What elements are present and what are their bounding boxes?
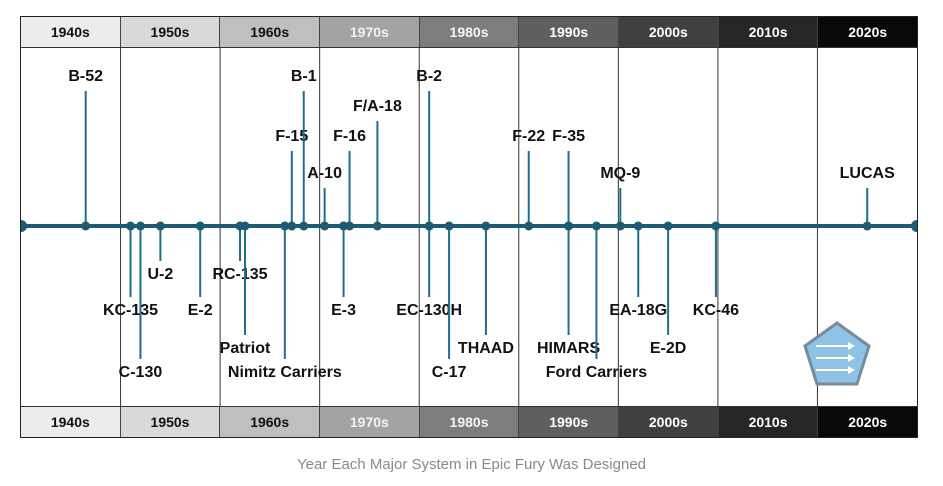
system-marker [299, 221, 309, 231]
system-marker [280, 221, 290, 231]
system-marker [135, 221, 145, 231]
system-label: Nimitz Carriers [228, 364, 342, 381]
decade-cell-top: 1970s [319, 17, 419, 47]
decade-cell-top: 1960s [219, 17, 320, 47]
system-label: RC-135 [212, 266, 267, 283]
system-marker [591, 221, 601, 231]
decade-band-bottom: 1940s 1950s 1960s 1970s 1980s 1990s 2000s 2010s… [21, 406, 918, 437]
decade-cell-bottom: 2010s [717, 407, 818, 437]
system-marker [320, 221, 330, 231]
axis-end-cap [21, 220, 27, 232]
axis-end-cap [911, 220, 917, 232]
system-label: KC-135 [103, 302, 158, 319]
system-label: E-2D [650, 340, 686, 357]
system-label: F-35 [552, 128, 585, 145]
decade-cell-bottom: 2000s [618, 407, 718, 437]
timeline-diagram: B-52 KC-135 C-130 U-2 E-2 RC-135 Patriot Nimitz… [21, 47, 917, 407]
decade-cell-bottom: 1950s [119, 407, 220, 437]
system-label: LUCAS [840, 165, 895, 182]
decade-cell-bottom: 1990s [518, 407, 619, 437]
system-marker [524, 221, 534, 231]
system-marker [81, 221, 91, 231]
decade-cell-bottom: 1960s [219, 407, 320, 437]
system-label: B-2 [416, 68, 442, 85]
system-label: C-130 [119, 364, 163, 381]
system-marker [663, 221, 673, 231]
system-label: B-52 [68, 68, 103, 85]
system-marker [481, 221, 491, 231]
decade-cell-bottom: 1970s [319, 407, 419, 437]
system-label: F/A-18 [353, 98, 402, 115]
system-label: C-17 [432, 364, 467, 381]
system-label: B-1 [291, 68, 317, 85]
decade-cell-top: 1950s [119, 17, 220, 47]
system-marker [372, 221, 382, 231]
system-label: A-10 [307, 165, 342, 182]
system-marker [126, 221, 136, 231]
system-label: THAAD [458, 340, 514, 357]
decade-cell-bottom: 1940s [21, 407, 120, 437]
system-marker [711, 221, 721, 231]
decade-cell-top: 2000s [618, 17, 718, 47]
system-label: Patriot [220, 340, 271, 357]
decade-cell-bottom: 1980s [418, 407, 519, 437]
system-marker [633, 221, 643, 231]
system-label: F-16 [333, 128, 366, 145]
system-marker [287, 221, 297, 231]
decade-cell-top: 1940s [21, 17, 120, 47]
system-marker [155, 221, 165, 231]
system-label: E-2 [188, 302, 213, 319]
system-marker [615, 221, 625, 231]
system-label: MQ-9 [600, 165, 640, 182]
system-marker [240, 221, 250, 231]
timeline-frame: 1940s 1950s 1960s 1970s 1980s 1990s 2000s 2010s… [20, 16, 918, 438]
decade-cell-top: 2010s [717, 17, 818, 47]
system-label: Ford Carriers [546, 364, 647, 381]
system-marker [564, 221, 574, 231]
system-label: F-15 [275, 128, 308, 145]
figure-caption: Year Each Major System in Epic Fury Was … [296, 456, 647, 473]
system-marker [424, 221, 434, 231]
system-label: KC-46 [693, 302, 739, 319]
system-label: F-22 [512, 128, 545, 145]
decade-cell-top: 1990s [518, 17, 619, 47]
system-marker [345, 221, 355, 231]
system-marker [195, 221, 205, 231]
decade-cell-bottom: 2020s [817, 407, 918, 437]
decade-cell-top: 2020s [817, 17, 918, 47]
system-marker [862, 221, 872, 231]
system-label: EA-18G [609, 302, 667, 319]
decade-band-top: 1940s 1950s 1960s 1970s 1980s 1990s 2000s 2010s… [21, 17, 918, 48]
system-marker [444, 221, 454, 231]
system-label: E-3 [331, 302, 356, 319]
decade-cell-top: 1980s [418, 17, 519, 47]
system-label: EC-130H [396, 302, 462, 319]
pentagon-logo-icon [803, 321, 871, 386]
system-label: HIMARS [537, 340, 600, 357]
system-label: U-2 [147, 266, 173, 283]
